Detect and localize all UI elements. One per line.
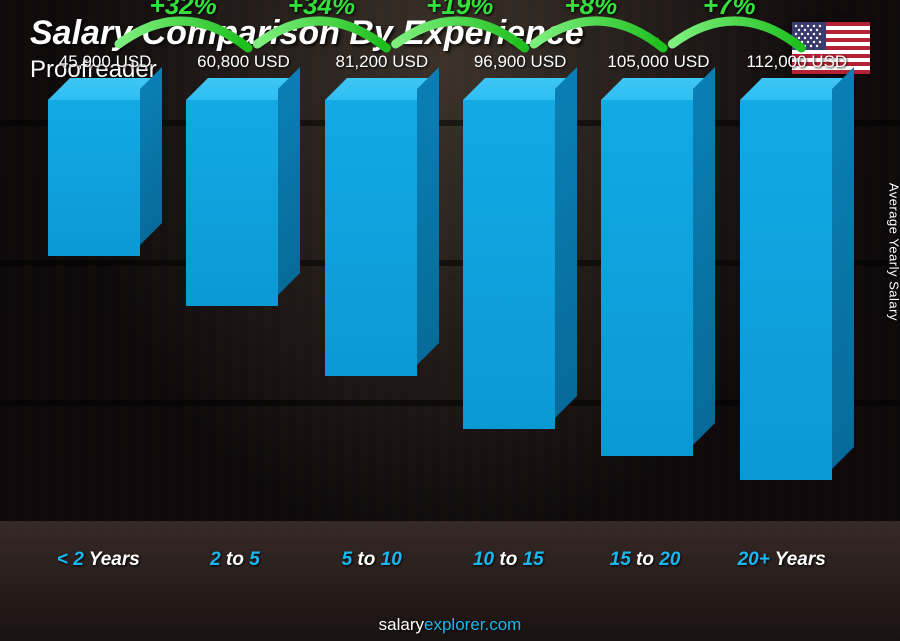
x-label-mid: to <box>631 549 660 570</box>
x-label-accent: 10 <box>473 549 494 570</box>
bar-value-label: 96,900 USD <box>440 52 600 72</box>
delta-arc <box>672 21 801 48</box>
delta-label: +7% <box>703 0 756 21</box>
x-label-accent: 15 <box>610 549 631 570</box>
delta-label: +32% <box>150 0 217 21</box>
bar-value-label: 112,000 USD <box>717 52 877 72</box>
bar-body <box>186 100 278 306</box>
bar-side <box>555 67 577 418</box>
bar-side <box>417 67 439 365</box>
bar-front <box>740 100 832 480</box>
x-label-mid: Years <box>770 549 826 570</box>
x-label-accent-2: 15 <box>523 549 544 570</box>
delta-label: +34% <box>288 0 355 21</box>
x-label-mid: Years <box>84 549 140 570</box>
bar-value-label: 60,800 USD <box>163 52 323 72</box>
infographic-stage: Salary Comparison By Experience Proofrea… <box>0 0 900 641</box>
bar-front <box>48 100 140 256</box>
bar-value-label: 81,200 USD <box>302 52 462 72</box>
bar-2 <box>307 100 435 541</box>
bar-front <box>601 100 693 456</box>
bar-side <box>140 67 162 245</box>
footer-brand-part-2: explorer.com <box>424 615 521 634</box>
bar-front <box>325 100 417 376</box>
x-label: 20+ Years <box>713 549 850 571</box>
x-label-accent: < 2 <box>57 549 84 570</box>
bar-body <box>740 100 832 480</box>
bar-3 <box>445 100 573 541</box>
bar-side <box>693 67 715 445</box>
delta-arrowhead <box>651 37 663 48</box>
x-label-accent-2: 10 <box>381 549 402 570</box>
bar-body <box>325 100 417 376</box>
footer-brand-part-1: salary <box>379 615 424 634</box>
x-axis-labels: < 2 Years2 to 55 to 1010 to 1515 to 2020… <box>30 549 850 571</box>
x-label-mid: to <box>352 549 381 570</box>
bar-value-label: 45,900 USD <box>25 52 185 72</box>
bar-body <box>601 100 693 456</box>
y-axis-label: Average Yearly Salary <box>887 182 900 320</box>
x-label-accent: 20+ <box>738 549 770 570</box>
x-label-mid: to <box>494 549 523 570</box>
x-label: 5 to 10 <box>303 549 440 571</box>
footer-brand: salaryexplorer.com <box>379 615 522 635</box>
bar-front <box>463 100 555 429</box>
bar-body <box>48 100 140 256</box>
bar-4 <box>583 100 711 541</box>
x-label-accent-2: 20 <box>659 549 680 570</box>
x-label: 2 to 5 <box>167 549 304 571</box>
bar-1 <box>168 100 296 541</box>
bar-5 <box>722 100 850 541</box>
x-label-accent-2: 5 <box>249 549 260 570</box>
bar-side <box>832 67 854 469</box>
x-label-accent: 5 <box>342 549 353 570</box>
x-label-mid: to <box>221 549 250 570</box>
bar-0 <box>30 100 158 541</box>
bar-chart: < 2 Years2 to 55 to 1010 to 1515 to 2020… <box>30 100 850 571</box>
bar-side <box>278 67 300 295</box>
bars-container <box>30 100 850 541</box>
bar-front <box>186 100 278 306</box>
x-label: < 2 Years <box>30 549 167 571</box>
delta-label: +8% <box>565 0 618 21</box>
x-label-accent: 2 <box>210 549 221 570</box>
delta-label: +19% <box>426 0 493 21</box>
bar-value-label: 105,000 USD <box>578 52 738 72</box>
x-label: 10 to 15 <box>440 549 577 571</box>
x-label: 15 to 20 <box>577 549 714 571</box>
bar-body <box>463 100 555 429</box>
